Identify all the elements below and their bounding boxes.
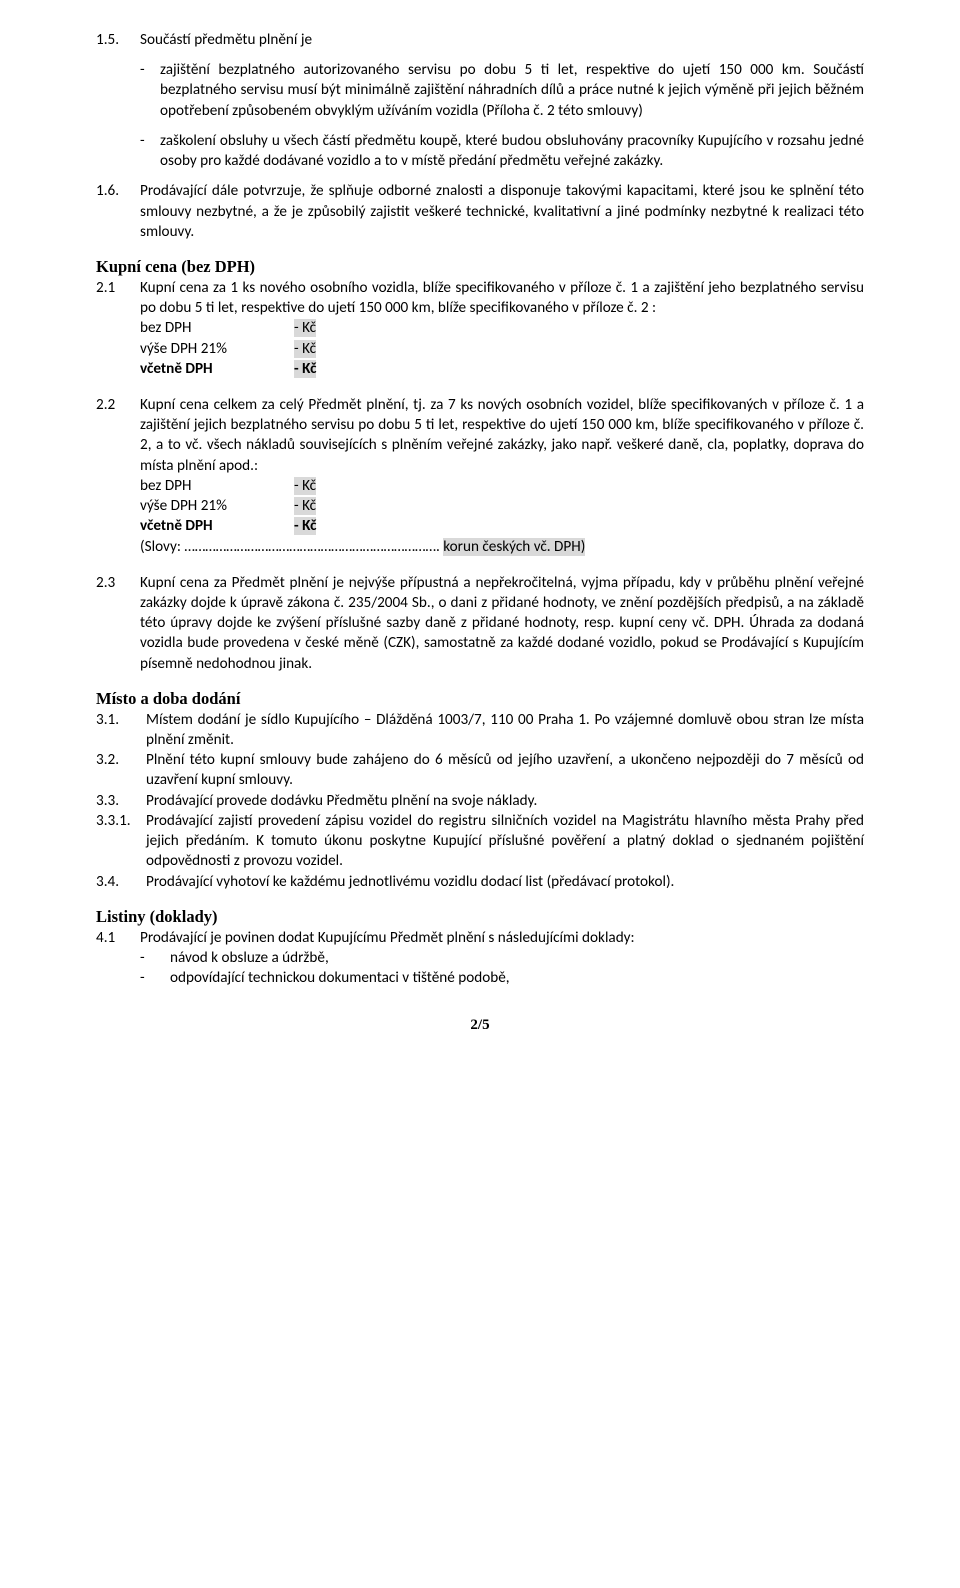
price-table-2-2: bez DPH - Kč výše DPH 21% - Kč včetně DP… [140,476,864,557]
clause-num: 3.3. [96,791,146,811]
clause-text: Součástí předmětu plnění je [140,30,864,50]
clause-num: 3.1. [96,710,146,730]
clause-text: Místem dodání je sídlo Kupujícího – Dláž… [146,710,864,750]
bullet-text: odpovídající technickou dokumentaci v ti… [170,968,864,988]
clause-text: Prodávající vyhotoví ke každému jednotli… [146,872,864,892]
bullet-text: zaškolení obsluhy u všech částí předmětu… [160,131,864,171]
clause-2-2: 2.2 Kupní cena celkem za celý Předmět pl… [96,395,864,476]
clause-1-5: 1.5. Součástí předmětu plnění je [96,30,864,50]
heading-kupni-cena: Kupní cena (bez DPH) [96,256,864,278]
clause-3-1: 3.1. Místem dodání je sídlo Kupujícího –… [96,710,864,750]
list-item: - návod k obsluze a údržbě, [140,948,864,968]
price-value: - Kč [294,497,316,515]
clause-text: Prodávající dále potvrzuje, že splňuje o… [140,181,864,242]
clause-num: 4.1 [96,928,140,948]
clause-text: Kupní cena za Předmět plnění je nejvýše … [140,573,864,674]
clause-1-6: 1.6. Prodávající dále potvrzuje, že splň… [96,181,864,242]
clause-text: Plnění této kupní smlouvy bude zahájeno … [146,750,864,790]
heading-listiny: Listiny (doklady) [96,906,864,928]
price-label: výše DPH 21% [140,339,294,359]
clause-num: 2.3 [96,573,140,593]
price-table-2-1: bez DPH - Kč výše DPH 21% - Kč včetně DP… [140,318,864,379]
clause-4-1: 4.1 Prodávající je povinen dodat Kupujíc… [96,928,864,948]
bullet-dash: - [140,948,170,968]
bullet-dash: - [140,968,170,988]
clause-num: 1.6. [96,181,140,201]
clause-3-4: 3.4. Prodávající vyhotoví ke každému jed… [96,872,864,892]
clause-2-1: 2.1 Kupní cena za 1 ks nového osobního v… [96,278,864,318]
clause-text: Prodávající provede dodávku Předmětu pln… [146,791,864,811]
bullet-text: zajištění bezplatného autorizovaného ser… [160,60,864,121]
clause-num: 3.4. [96,872,146,892]
price-label: bez DPH [140,476,294,496]
clause-num: 2.1 [96,278,140,298]
clause-num: 2.2 [96,395,140,415]
bullet-dash: - [140,60,160,80]
price-value: - Kč [294,477,316,495]
clause-num: 3.2. [96,750,146,770]
list-item: - odpovídající technickou dokumentaci v … [140,968,864,988]
clause-text: Prodávající je povinen dodat Kupujícímu … [140,928,864,948]
price-value: - Kč [294,360,316,378]
slovy-line: (Slovy: ………………………………………………………………. korun … [140,537,585,557]
bullet-item: - zajištění bezplatného autorizovaného s… [140,60,864,121]
clause-num: 1.5. [96,30,140,50]
price-label: výše DPH 21% [140,496,294,516]
price-label: bez DPH [140,318,294,338]
price-value: - Kč [294,319,316,337]
bullet-text: návod k obsluze a údržbě, [170,948,864,968]
clause-text: Prodávající zajistí provedení zápisu voz… [146,811,864,872]
clause-text: Kupní cena za 1 ks nového osobního vozid… [140,278,864,318]
price-value: - Kč [294,340,316,358]
price-value: - Kč [294,517,316,535]
price-label: včetně DPH [140,359,294,379]
clause-2-3: 2.3 Kupní cena za Předmět plnění je nejv… [96,573,864,674]
page-number: 2/5 [96,1016,864,1036]
clause-text: Kupní cena celkem za celý Předmět plnění… [140,395,864,476]
price-label: včetně DPH [140,516,294,536]
bullet-item: - zaškolení obsluhy u všech částí předmě… [140,131,864,171]
clause-3-3-1: 3.3.1. Prodávající zajistí provedení záp… [96,811,864,872]
heading-misto: Místo a doba dodání [96,688,864,710]
clause-3-2: 3.2. Plnění této kupní smlouvy bude zahá… [96,750,864,790]
clause-num: 3.3.1. [96,811,146,831]
clause-3-3: 3.3. Prodávající provede dodávku Předmět… [96,791,864,811]
bullet-dash: - [140,131,160,151]
